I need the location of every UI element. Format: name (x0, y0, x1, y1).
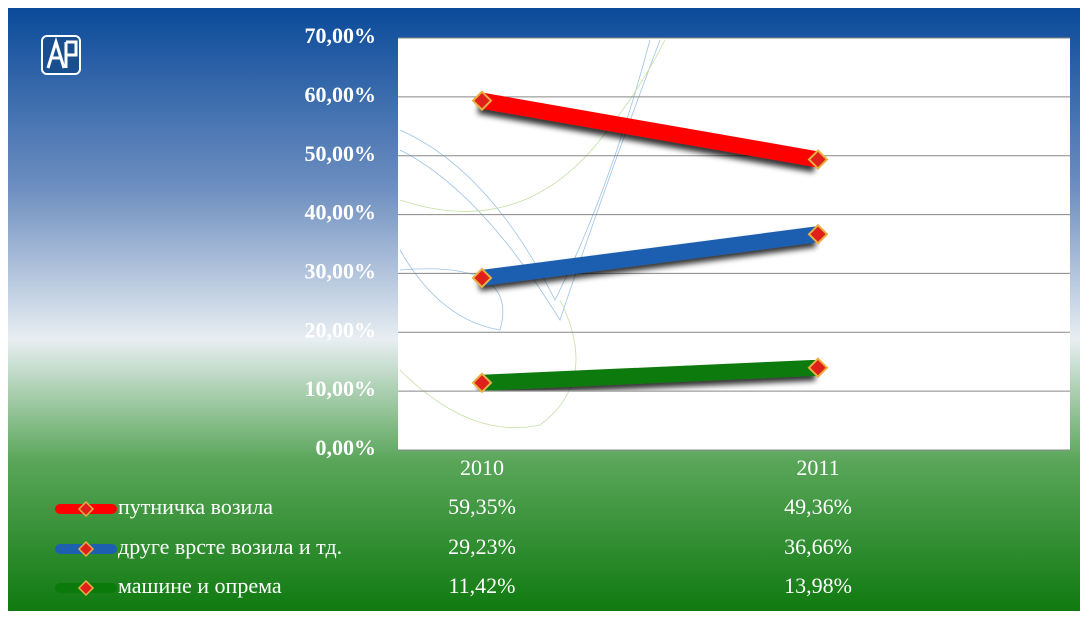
series-line (481, 359, 819, 391)
y-tick-label: 70,00% (305, 23, 377, 48)
data-point (807, 149, 829, 170)
y-tick-label: 50,00% (305, 141, 377, 166)
legend-label: путничка возила (118, 494, 273, 519)
legend-marker (77, 500, 95, 518)
y-tick-label: 40,00% (305, 200, 377, 225)
data-point (471, 372, 493, 394)
x-tick-label: 2011 (796, 455, 839, 480)
x-tick-label: 2010 (460, 455, 504, 480)
value-label: 36,66% (784, 534, 852, 559)
legend-marker (77, 540, 95, 558)
value-label: 11,42% (448, 573, 515, 598)
legend-label: друге врсте возила и тд. (118, 534, 342, 559)
data-point (807, 357, 829, 379)
value-label: 49,36% (784, 494, 852, 519)
series-line (480, 226, 820, 286)
y-tick-label: 20,00% (305, 317, 377, 342)
data-point (471, 267, 493, 289)
y-tick-label: 30,00% (305, 258, 377, 283)
value-label: 29,23% (448, 534, 516, 559)
value-label: 59,35% (448, 494, 516, 519)
y-tick-label: 60,00% (305, 82, 377, 107)
y-tick-label: 0,00% (316, 435, 377, 460)
data-point (807, 223, 829, 245)
y-tick-label: 10,00% (305, 376, 377, 401)
data-point (471, 90, 493, 112)
series-line (480, 92, 820, 168)
logo (41, 35, 81, 75)
value-label: 13,98% (784, 573, 852, 598)
legend-label: машине и опрема (118, 573, 282, 598)
legend-marker (77, 579, 95, 597)
